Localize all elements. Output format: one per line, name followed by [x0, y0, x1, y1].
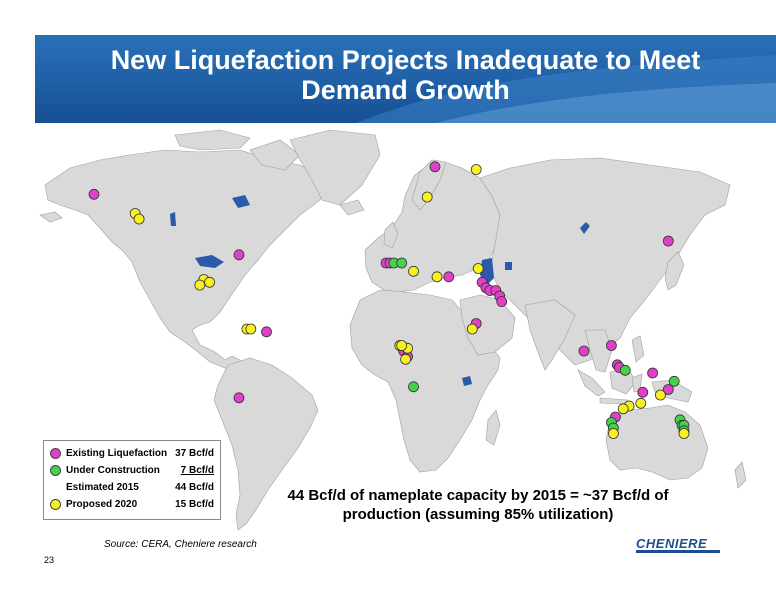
- lake-winnipeg: [170, 212, 176, 226]
- baffin-island: [249, 139, 301, 171]
- proposed-project-marker: [204, 276, 216, 288]
- proposed-project-marker: [408, 265, 419, 277]
- source-note: Source: CERA, Cheniere research: [104, 539, 257, 550]
- legend-construction-value: 7 Bcf/d: [180, 465, 214, 476]
- existing-project-marker: [261, 326, 272, 338]
- legend-construction: Under Construction 7 Bcf/d: [50, 464, 214, 478]
- proposed-project-marker: [396, 340, 408, 351]
- markers-layer: [88, 161, 690, 439]
- construction-project-marker: [619, 364, 631, 376]
- existing-project-marker: [662, 384, 674, 395]
- proposed-project-marker: [400, 353, 412, 365]
- philippines: [631, 335, 645, 363]
- existing-project-marker: [496, 296, 508, 307]
- lake-baikal: [580, 222, 590, 234]
- lake-victoria: [462, 376, 472, 386]
- proposed-project-marker: [678, 428, 690, 439]
- existing-project-marker: [647, 367, 658, 379]
- existing-project-marker: [637, 386, 649, 398]
- north-america-landmass: [44, 149, 326, 373]
- legend-existing-label: Existing Liquefaction: [66, 448, 168, 459]
- caption: 44 Bcf/d of nameplate capacity by 2015 =…: [268, 486, 688, 524]
- greenland: [289, 129, 381, 206]
- construction-project-marker: [408, 381, 419, 393]
- indian-subcontinent: [524, 299, 576, 371]
- proposed-project-marker: [617, 403, 629, 415]
- title-swoosh: [356, 55, 776, 123]
- proposed-project-marker: [133, 213, 145, 225]
- java: [599, 397, 629, 405]
- legend-existing: Existing Liquefaction 37 Bcf/d: [50, 447, 214, 461]
- slide-title: New Liquefaction Projects Inadequate to …: [35, 45, 776, 105]
- proposed-project-marker: [431, 271, 443, 283]
- existing-project-marker: [578, 345, 590, 357]
- existing-project-marker: [233, 392, 245, 404]
- japan: [664, 251, 685, 291]
- madagascar: [485, 409, 501, 446]
- company-logo: CHENIERE: [636, 535, 720, 555]
- logo-text: CHENIERE: [636, 536, 708, 551]
- australia: [605, 404, 709, 481]
- legend-construction-label: Under Construction: [66, 465, 160, 476]
- africa-landmass: [349, 289, 501, 473]
- legend-estimated-value: 44 Bcf/d: [175, 482, 214, 493]
- new-zealand: [734, 461, 747, 489]
- proposed-project-marker: [421, 191, 433, 203]
- hudson-bay: [232, 195, 250, 208]
- existing-project-marker: [606, 340, 617, 351]
- aral-sea: [505, 262, 512, 270]
- construction-project-marker: [396, 257, 408, 269]
- existing-project-marker: [233, 249, 245, 261]
- british-isles: [383, 221, 399, 249]
- construction-dot-icon: [50, 465, 61, 476]
- proposed-dot-icon: [50, 499, 61, 510]
- proposed-project-marker: [194, 279, 206, 291]
- logo-underline: [636, 550, 720, 553]
- legend-proposed-label: Proposed 2020: [66, 499, 138, 510]
- proposed-project-marker: [472, 263, 484, 274]
- legend-proposed: Proposed 2020 15 Bcf/d: [50, 498, 214, 512]
- scandinavia: [411, 159, 447, 211]
- aleutian-islands: [39, 211, 63, 223]
- legend: Existing Liquefaction 37 Bcf/d Under Con…: [43, 440, 221, 520]
- existing-project-marker: [429, 161, 441, 173]
- construction-project-marker: [668, 375, 680, 387]
- caption-line-2: production (assuming 85% utilization): [342, 506, 614, 523]
- title-band: New Liquefaction Projects Inadequate to …: [35, 35, 776, 123]
- land-layer: [39, 129, 747, 531]
- proposed-project-marker: [655, 389, 666, 401]
- existing-dot-icon: [50, 448, 61, 459]
- legend-existing-value: 37 Bcf/d: [175, 448, 214, 459]
- proposed-project-marker: [635, 397, 647, 409]
- arctic-islands: [174, 129, 251, 151]
- caption-line-1: 44 Bcf/d of nameplate capacity by 2015 =…: [287, 487, 669, 504]
- sumatra: [577, 369, 606, 397]
- existing-project-marker: [443, 271, 455, 283]
- legend-estimated-label: Estimated 2015: [66, 482, 139, 493]
- great-lakes: [195, 255, 224, 268]
- legend-estimated: Estimated 2015 44 Bcf/d: [50, 481, 214, 495]
- southeast-asia: [584, 329, 613, 373]
- proposed-project-marker: [466, 323, 478, 335]
- existing-project-marker: [662, 235, 674, 247]
- existing-project-marker: [88, 188, 100, 200]
- title-line-2: Demand Growth: [301, 75, 510, 105]
- arabian-peninsula: [459, 294, 516, 356]
- proposed-project-marker: [245, 323, 257, 335]
- title-line-1: New Liquefaction Projects Inadequate to …: [110, 45, 701, 75]
- page-number: 23: [44, 555, 55, 565]
- proposed-project-marker: [470, 164, 482, 175]
- proposed-project-marker: [608, 428, 619, 439]
- lakes-layer: [170, 195, 590, 386]
- iceland: [339, 199, 365, 216]
- legend-proposed-value: 15 Bcf/d: [175, 499, 214, 510]
